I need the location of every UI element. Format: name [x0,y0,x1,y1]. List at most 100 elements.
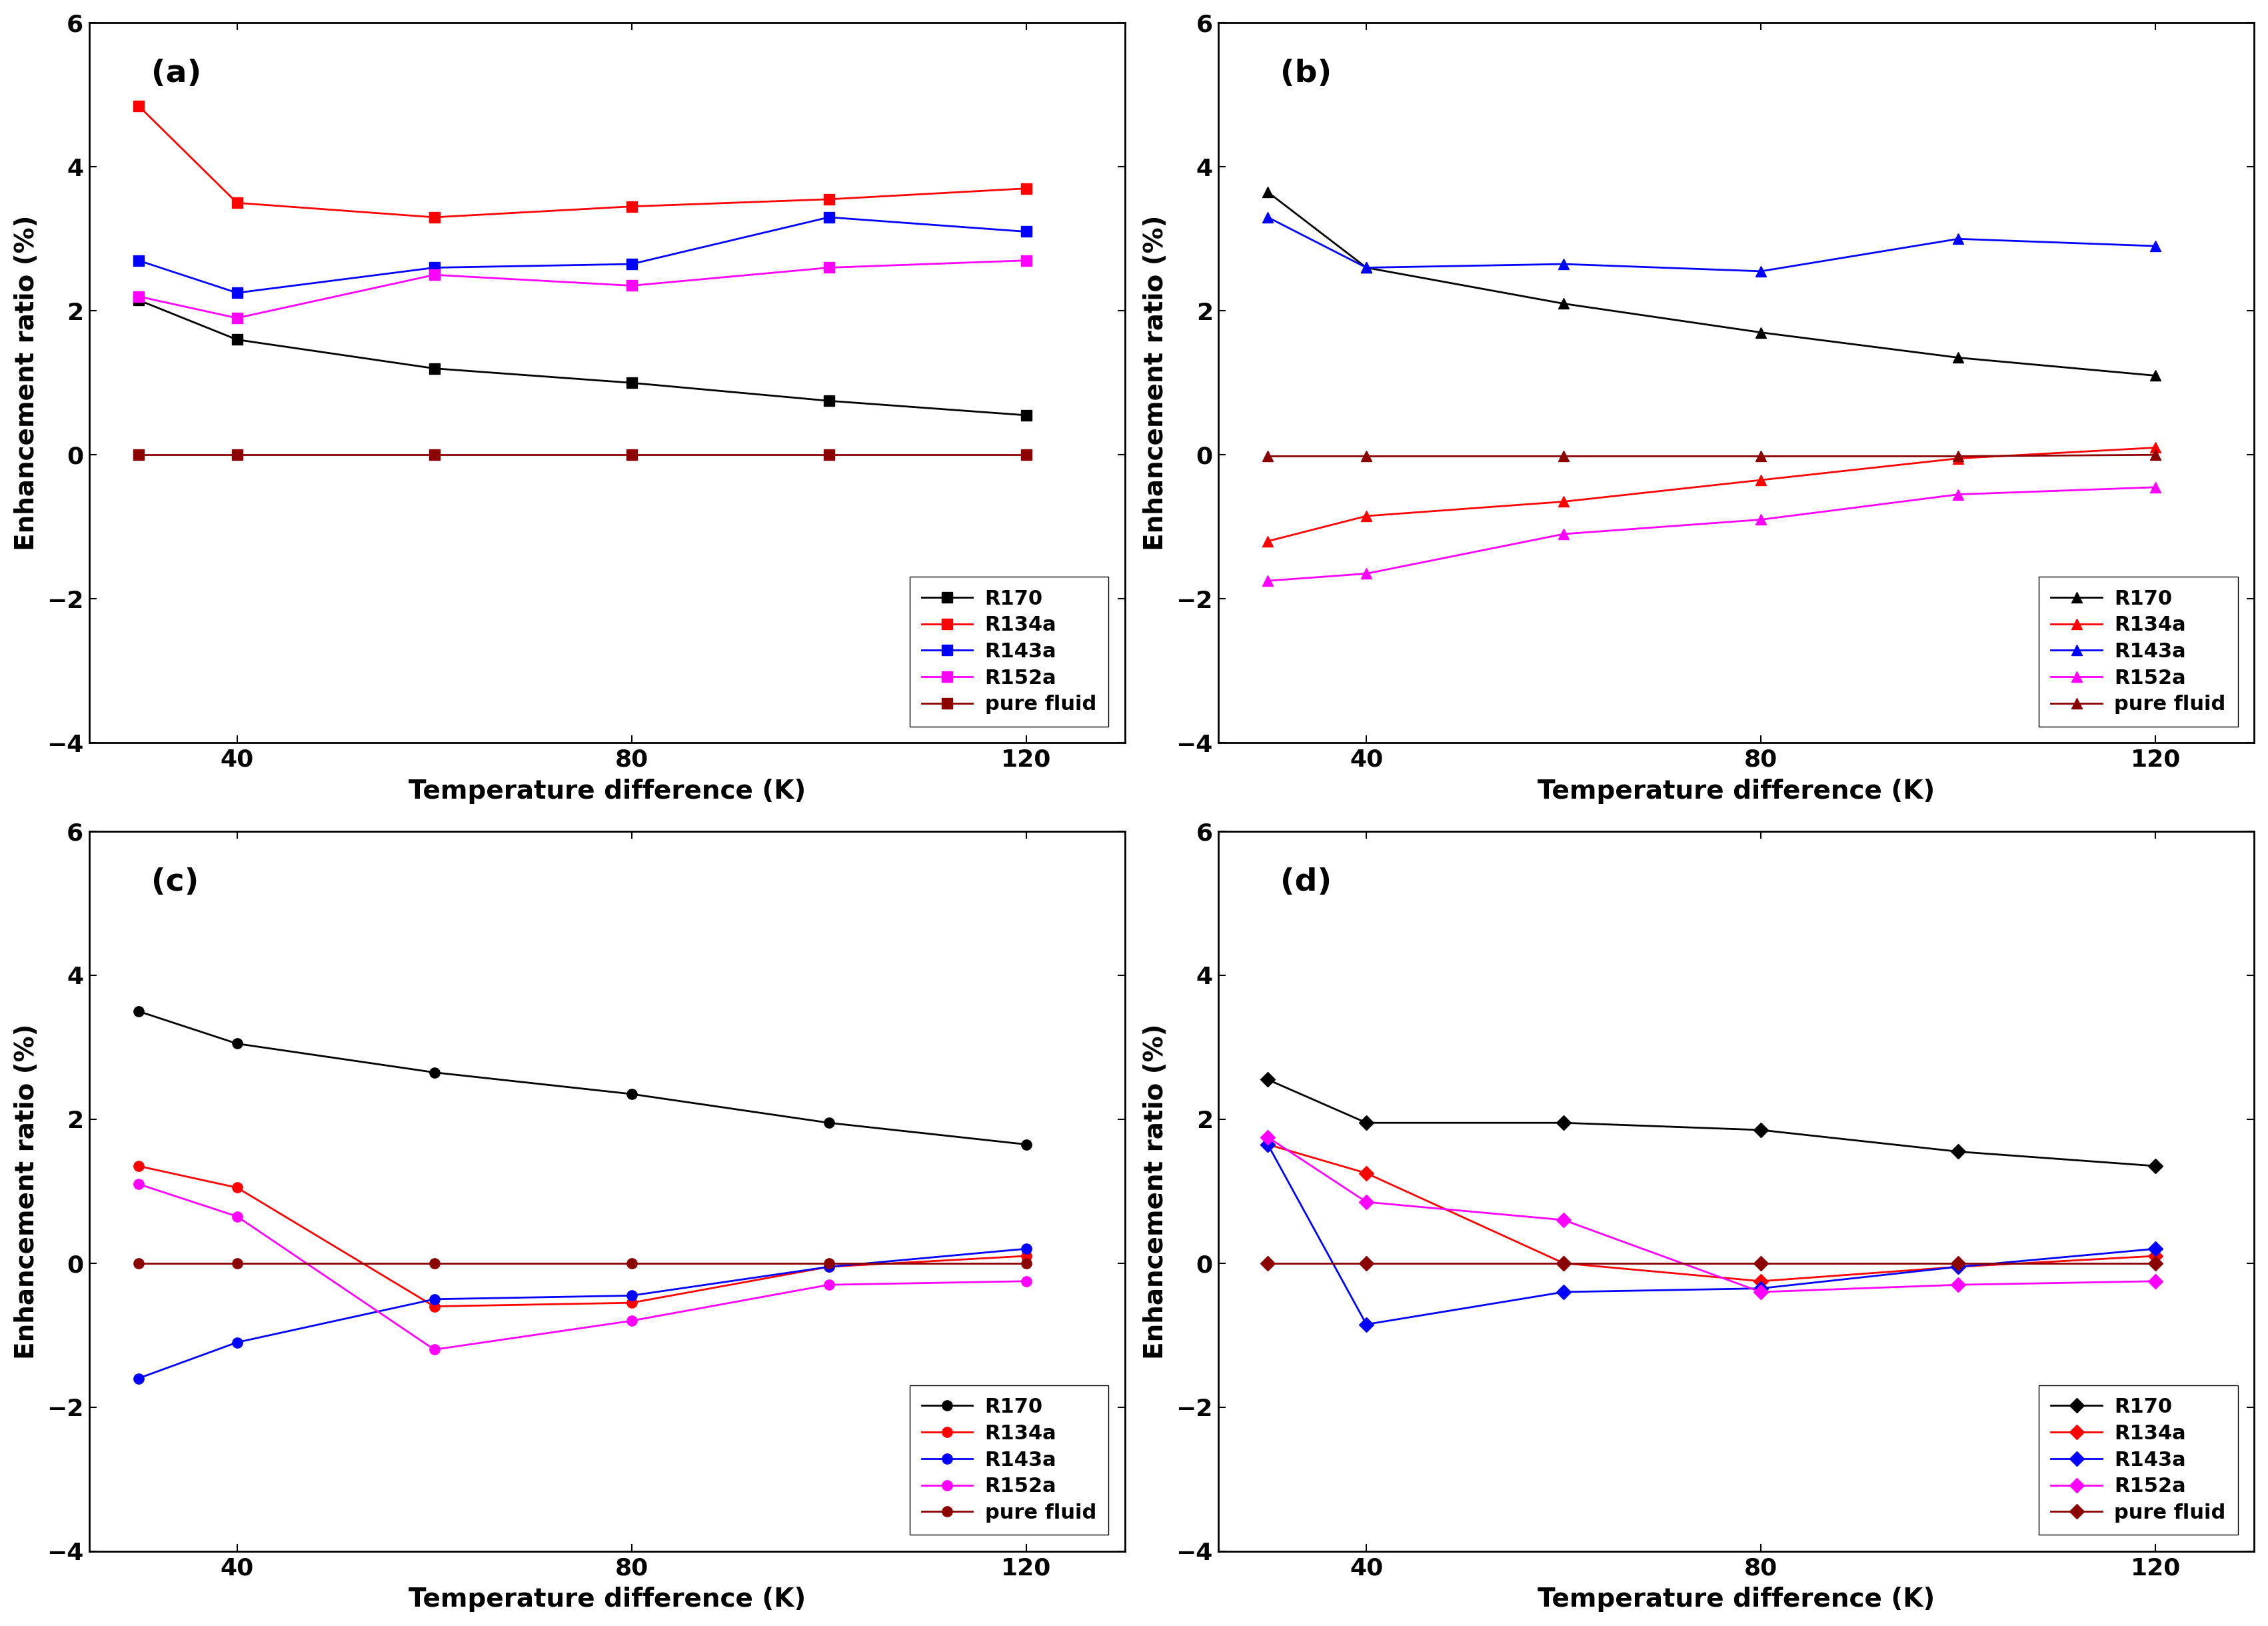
pure fluid [1254,1254,1281,1273]
Line: R152a: R152a [1263,1132,2161,1298]
R152a [1254,571,1281,590]
R143a [1352,259,1379,278]
pure fluid [1549,1254,1576,1273]
R170 [1746,322,1774,341]
pure fluid [225,1254,252,1273]
R134a [1746,1272,1774,1291]
R170 [1352,259,1379,278]
R152a [1944,1275,1971,1294]
Line: R170: R170 [1263,1075,2161,1171]
Line: pure fluid: pure fluid [134,1259,1032,1268]
X-axis label: Temperature difference (K): Temperature difference (K) [408,779,805,803]
R170 [225,330,252,350]
Line: R170: R170 [134,1006,1032,1150]
R134a [225,193,252,213]
R134a [617,197,644,216]
R143a [1012,221,1039,241]
Legend: R170, R134a, R143a, R152a, pure fluid: R170, R134a, R143a, R152a, pure fluid [909,1385,1109,1535]
pure fluid [1746,1254,1774,1273]
Legend: R170, R134a, R143a, R152a, pure fluid: R170, R134a, R143a, R152a, pure fluid [2039,577,2239,727]
R134a [420,1296,447,1315]
pure fluid [125,446,152,465]
Y-axis label: Enhancement ratio (%): Enhancement ratio (%) [14,1023,39,1359]
R143a [617,254,644,273]
Line: R134a: R134a [134,101,1032,223]
pure fluid [1549,447,1576,467]
Line: R170: R170 [1263,187,2161,380]
R152a [420,265,447,285]
Text: (c): (c) [152,867,200,898]
R134a [617,1293,644,1312]
pure fluid [1352,1254,1379,1273]
R152a [225,1206,252,1226]
R143a [2141,1239,2168,1259]
R152a [1746,1283,1774,1302]
Line: R134a: R134a [1263,1140,2161,1286]
R170 [617,372,644,392]
Line: R143a: R143a [1263,1140,2161,1330]
R134a [814,1257,841,1276]
R134a [1549,491,1576,511]
pure fluid [617,1254,644,1273]
R152a [1746,511,1774,530]
R143a [1746,262,1774,281]
R143a [1012,1239,1039,1259]
R170 [1352,1114,1379,1133]
pure fluid [420,446,447,465]
R143a [617,1286,644,1306]
R134a [1944,449,1971,468]
R134a [1352,506,1379,525]
pure fluid [1012,446,1039,465]
R170 [125,1002,152,1021]
R143a [1254,1135,1281,1154]
R170 [1254,1070,1281,1089]
R152a [617,1311,644,1330]
R143a [814,1257,841,1276]
R134a [1012,179,1039,198]
Line: R143a: R143a [134,1244,1032,1384]
R152a [225,309,252,328]
R143a [1944,229,1971,249]
pure fluid [225,446,252,465]
R152a [125,1174,152,1193]
R170 [617,1085,644,1104]
R143a [2141,236,2168,255]
R134a [814,190,841,210]
R170 [420,359,447,379]
R143a [225,283,252,302]
R152a [1352,564,1379,584]
R152a [1352,1192,1379,1211]
pure fluid [2141,446,2168,465]
Line: R170: R170 [134,294,1032,420]
pure fluid [2141,1254,2168,1273]
R152a [1254,1127,1281,1146]
R170 [814,392,841,411]
R170 [1254,182,1281,202]
Text: (d): (d) [1281,867,1331,898]
R134a [125,1156,152,1176]
R134a [225,1177,252,1197]
R143a [420,1289,447,1309]
R143a [1746,1278,1774,1298]
R152a [1012,1272,1039,1291]
Line: R152a: R152a [134,1179,1032,1354]
Line: pure fluid: pure fluid [134,450,1032,460]
R152a [814,1275,841,1294]
R134a [1254,532,1281,551]
R152a [1549,524,1576,543]
Line: R152a: R152a [1263,483,2161,585]
pure fluid [1352,447,1379,467]
R143a [1549,254,1576,273]
Line: pure fluid: pure fluid [1263,450,2161,462]
Text: (a): (a) [152,59,202,89]
Line: pure fluid: pure fluid [1263,1259,2161,1268]
R170 [2141,1156,2168,1176]
R170 [1944,1141,1971,1161]
R143a [125,250,152,270]
pure fluid [1012,1254,1039,1273]
pure fluid [1944,1254,1971,1273]
R134a [1352,1164,1379,1184]
R170 [1012,405,1039,424]
R143a [125,1369,152,1389]
R143a [1549,1283,1576,1302]
